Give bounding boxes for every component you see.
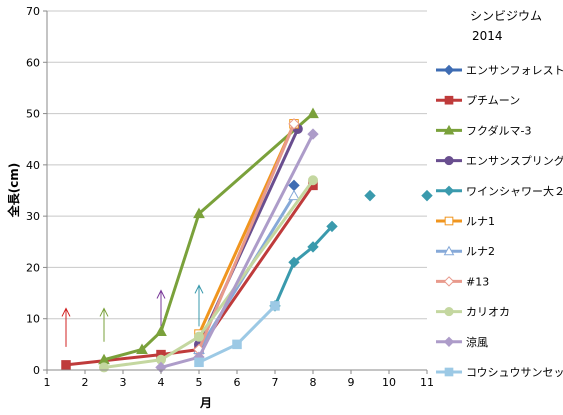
growth-arrows (61, 284, 204, 347)
legend-marker (443, 276, 455, 287)
arrow-head (194, 284, 204, 294)
legend-item: ワインシャワー大２R (436, 184, 563, 198)
x-tick-label: 9 (348, 376, 355, 389)
data-point (364, 189, 376, 202)
legend-label: ルナ2 (466, 245, 495, 258)
legend-marker (444, 216, 454, 226)
x-tick-label: 6 (234, 376, 241, 389)
x-tick-label: 4 (158, 376, 165, 389)
series-3 (98, 107, 319, 365)
data-point (155, 325, 167, 337)
legend-item: エンサンスプリング2L (436, 154, 563, 168)
data-point (136, 343, 148, 354)
tick-labels: 1 2 3 4 5 6 7 8 9 10 11 0 10 20 30 40 50 60 70 (26, 5, 434, 389)
legend-marker (443, 185, 455, 197)
legend-item: プチムーン (436, 94, 520, 107)
x-tick-label: 2 (82, 376, 89, 389)
series-line (65, 184, 315, 367)
legend-marker (444, 367, 454, 377)
legend-item: 涼風 (436, 335, 488, 349)
series-9 (99, 175, 318, 373)
chart-title-line-2: 2014 (472, 29, 503, 43)
legend-label: 涼風 (466, 335, 488, 349)
legend-item: コウシュウサンセット (436, 366, 563, 379)
legend-label: プチムーン (466, 94, 520, 107)
y-tick-label: 0 (33, 364, 40, 377)
legend-item: エンサンフォレスト-2L (436, 64, 563, 77)
data-point (194, 357, 204, 368)
legend-item: カリオカ (436, 306, 510, 319)
axes (43, 10, 428, 374)
legend-marker (444, 95, 454, 105)
legend-item: フクダルマ-3 (436, 123, 532, 137)
y-tick-label: 50 (26, 108, 40, 121)
arrow-head (61, 307, 71, 317)
data-point (288, 256, 300, 269)
data-point (308, 175, 318, 186)
x-tick-label: 7 (272, 376, 279, 389)
arrow-head (99, 307, 109, 317)
series-5 (269, 189, 433, 312)
data-point (194, 331, 204, 342)
y-tick-label: 70 (26, 5, 40, 18)
legend-label: カリオカ (466, 306, 510, 319)
y-tick-label: 40 (26, 159, 40, 172)
legend-label: ワインシャワー大２R (466, 184, 563, 198)
y-axis-title: 全長(cm) (6, 163, 21, 219)
legend-label: ルナ1 (466, 215, 495, 228)
legend-marker (443, 336, 455, 348)
legend-label: コウシュウサンセット (466, 366, 563, 379)
data-point (307, 107, 319, 119)
legend-label: #13 (466, 275, 489, 288)
legend-marker (443, 245, 455, 256)
data-point (288, 118, 300, 130)
grid-lines (47, 10, 427, 320)
data-point (421, 189, 433, 202)
legend-label: エンサンスプリング2L (466, 154, 563, 168)
legend-marker (443, 64, 455, 76)
legend-marker (444, 307, 454, 317)
series-4 (194, 123, 303, 350)
data-point (99, 362, 109, 373)
y-tick-label: 30 (26, 210, 40, 223)
legend-label: エンサンフォレスト-2L (466, 64, 563, 77)
x-tick-label: 8 (310, 376, 317, 389)
data-point (61, 360, 71, 370)
data-point (232, 339, 242, 350)
chart-title-line-1: シンビジウム (470, 9, 542, 23)
legend-item: ルナ2 (436, 245, 495, 258)
data-point (326, 220, 338, 233)
series-10 (155, 128, 319, 374)
legend-label: フクダルマ-3 (466, 123, 532, 137)
arrow-head (156, 289, 166, 299)
x-tick-label: 3 (120, 376, 127, 389)
data-point (193, 207, 205, 219)
x-tick-label: 1 (44, 376, 51, 389)
series-line (197, 123, 296, 351)
data-point (270, 301, 280, 311)
series-line (103, 179, 315, 369)
x-axis-title: 月 (199, 396, 212, 410)
y-tick-label: 10 (26, 313, 40, 326)
y-tick-label: 60 (26, 56, 40, 69)
data-point (288, 189, 300, 201)
y-tick-label: 20 (26, 261, 40, 274)
legend-item: ルナ1 (436, 215, 495, 228)
series-line (273, 225, 334, 307)
legend-marker (443, 124, 455, 135)
data-point (307, 128, 319, 140)
data-point (288, 179, 300, 192)
x-tick-label: 5 (196, 376, 203, 389)
x-tick-label: 11 (420, 376, 434, 389)
series-1 (288, 179, 300, 192)
legend-marker (444, 156, 454, 166)
legend-item: #13 (436, 275, 489, 288)
series-11 (194, 301, 280, 368)
x-tick-label: 10 (382, 376, 396, 389)
series-group (61, 107, 433, 374)
data-point (307, 241, 319, 253)
